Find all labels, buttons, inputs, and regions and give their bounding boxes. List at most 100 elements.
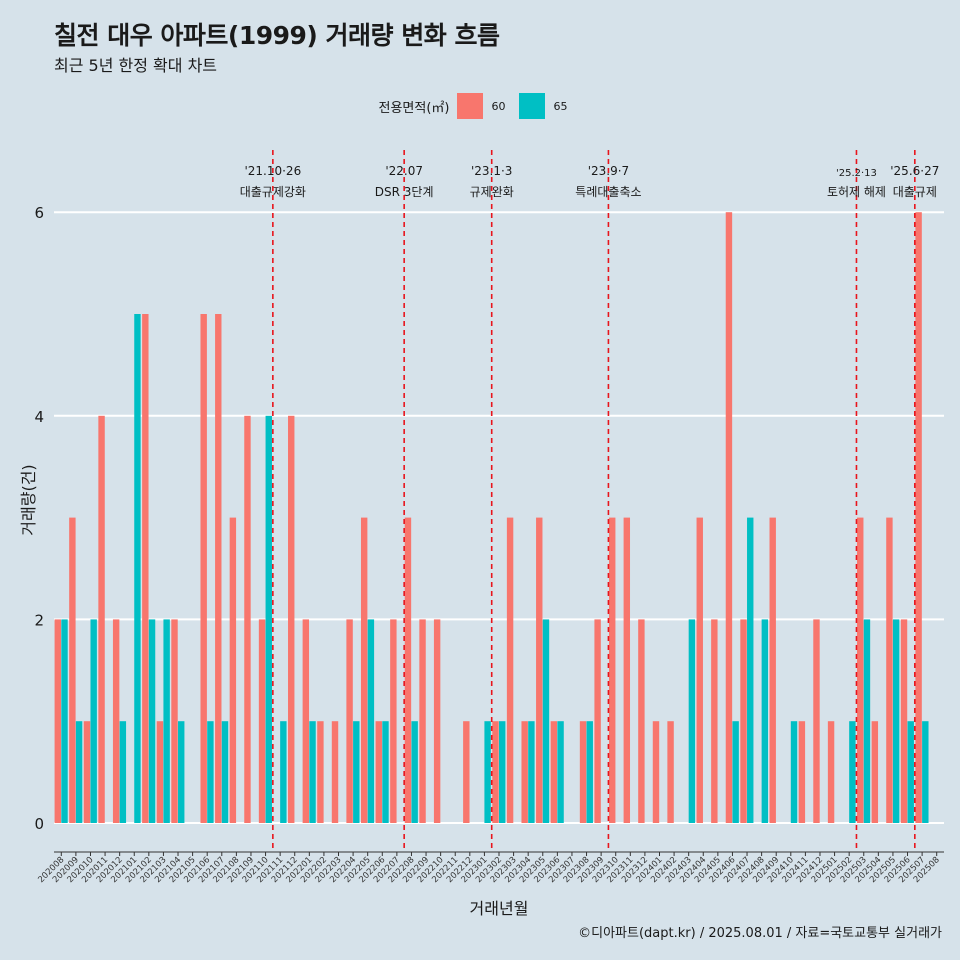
- event-date: '22.07: [385, 164, 423, 178]
- bar-60-202201: [302, 619, 310, 823]
- bar-65-202301: [484, 721, 491, 823]
- bar-60-202107: [215, 314, 222, 823]
- legend-swatch-60: [457, 93, 484, 119]
- bar-65-202408: [761, 619, 769, 823]
- bar-60-202210: [433, 619, 441, 823]
- bar-65-202110: [265, 415, 272, 823]
- bar-65-202205: [367, 619, 375, 823]
- bar-60-202103: [156, 721, 164, 823]
- chart-title: 칠전 대우 아파트(1999) 거래량 변화 흐름: [54, 21, 500, 50]
- bar-60-202401: [652, 721, 660, 823]
- bar-60-202302: [492, 721, 499, 823]
- legend: 전용면적(㎡) 60 65: [0, 93, 960, 119]
- bar-60-202504: [871, 721, 879, 823]
- legend-label-65: 65: [553, 99, 568, 113]
- bar-60-202311: [623, 517, 631, 823]
- bar-60-202406: [725, 212, 733, 823]
- bar-65-202507: [922, 721, 929, 823]
- bar-60-202305: [536, 517, 543, 823]
- bar-60-202507: [915, 212, 922, 823]
- bar-60-202203: [331, 721, 339, 823]
- y-tick-label: 4: [34, 408, 44, 426]
- legend-swatch-65: [519, 93, 546, 119]
- bar-60-202206: [375, 721, 382, 823]
- bar-65-202104: [178, 721, 185, 823]
- event-date: '23.1·3: [471, 164, 512, 178]
- bar-60-202306: [550, 721, 558, 823]
- event-label: 토허제 해제: [827, 185, 886, 199]
- bar-60-202501: [827, 721, 835, 823]
- event-date: '23.9·7: [588, 164, 629, 178]
- bar-60-202106: [200, 314, 207, 823]
- bar-60-202506: [900, 619, 908, 823]
- bar-60-202202: [317, 721, 324, 823]
- legend-title: 전용면적(㎡): [378, 100, 450, 116]
- bar-60-202102: [142, 314, 149, 823]
- event-label: 대출규제강화: [240, 185, 306, 199]
- bar-65-202102: [148, 619, 156, 823]
- bar-60-202205: [360, 517, 368, 823]
- y-axis-title: 거래량(건): [19, 464, 38, 535]
- bar-60-202405: [711, 619, 718, 823]
- bar-65-202302: [499, 721, 506, 823]
- bar-60-202108: [229, 517, 237, 823]
- bar-65-202106: [207, 721, 214, 823]
- bar-65-202201: [309, 721, 316, 823]
- bar-60-202505: [886, 517, 893, 823]
- bar-65-202204: [353, 721, 360, 823]
- bar-60-202010: [83, 721, 91, 823]
- bar-65-202008: [61, 619, 68, 823]
- bar-60-202308: [579, 721, 587, 823]
- bar-65-202406: [732, 721, 739, 823]
- y-tick-label: 0: [34, 815, 44, 833]
- y-tick-label: 2: [34, 611, 44, 629]
- bar-65-202306: [557, 721, 564, 823]
- bar-60-202110: [258, 619, 266, 823]
- bar-65-202503: [863, 619, 871, 823]
- bar-60-202309: [594, 619, 601, 823]
- bar-65-202304: [528, 721, 535, 823]
- bar-65-202403: [688, 619, 696, 823]
- bar-60-202304: [521, 721, 528, 823]
- bar-65-202101: [134, 314, 141, 823]
- bar-60-202310: [609, 517, 616, 823]
- event-label: 대출규제: [893, 185, 937, 199]
- bar-60-202404: [696, 517, 703, 823]
- bar-65-202208: [411, 721, 418, 823]
- bar-60-202008: [54, 619, 61, 823]
- bar-60-202303: [506, 517, 514, 823]
- event-date: '25.6·27: [890, 164, 939, 178]
- bar-60-202407: [740, 619, 747, 823]
- bar-60-202112: [288, 415, 295, 823]
- bar-65-202506: [907, 721, 914, 823]
- x-axis-title: 거래년월: [470, 899, 529, 918]
- bar-60-202409: [769, 517, 776, 823]
- event-label: DSR 3단계: [375, 185, 434, 199]
- bar-65-202206: [382, 721, 389, 823]
- bar-60-202011: [98, 415, 105, 823]
- bar-60-202412: [813, 619, 820, 823]
- bar-60-202411: [798, 721, 806, 823]
- bar-65-202410: [790, 721, 798, 823]
- bar-65-202012: [119, 721, 127, 823]
- bar-65-202502: [849, 721, 856, 823]
- bar-60-202208: [404, 517, 412, 823]
- event-date: '25.2·13: [836, 168, 877, 179]
- caption: ©디아파트(dapt.kr) / 2025.08.01 / 자료=국토교통부 실…: [578, 926, 942, 941]
- bar-60-202503: [857, 517, 864, 823]
- bar-60-202104: [171, 619, 178, 823]
- bar-60-202402: [667, 721, 674, 823]
- bar-65-202009: [75, 721, 83, 823]
- bar-65-202107: [221, 721, 229, 823]
- event-label: 특례대출축소: [575, 185, 641, 199]
- event-date: '21.10·26: [244, 164, 301, 178]
- bar-65-202305: [542, 619, 550, 823]
- bar-60-202212: [463, 721, 470, 823]
- bar-60-202204: [346, 619, 353, 823]
- bar-65-202308: [586, 721, 593, 823]
- bar-60-202109: [244, 415, 251, 823]
- bar-60-202312: [638, 619, 645, 823]
- bar-65-202103: [163, 619, 170, 823]
- bar-65-202505: [892, 619, 900, 823]
